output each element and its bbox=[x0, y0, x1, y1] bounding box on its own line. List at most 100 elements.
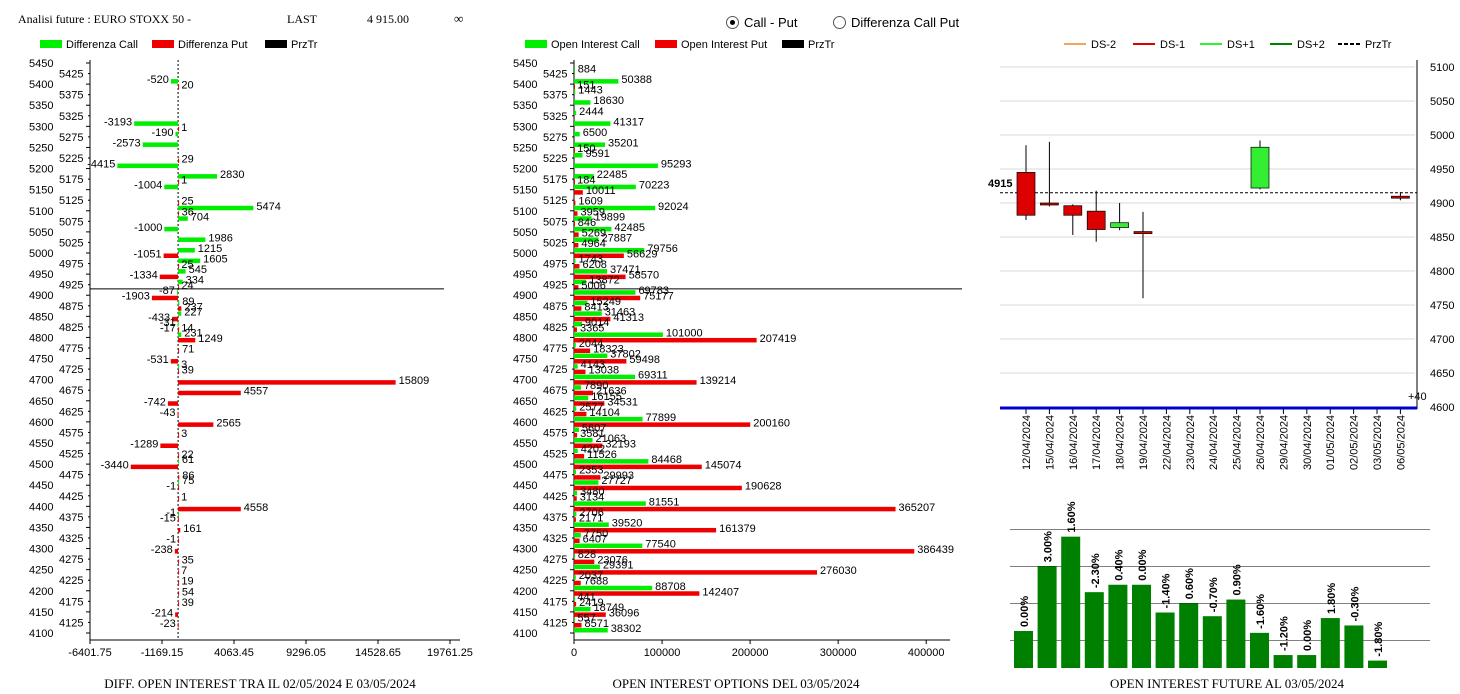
bar-value-label: 16155 bbox=[591, 391, 622, 403]
bar bbox=[1202, 616, 1222, 668]
bar-value-label: 9014 bbox=[585, 317, 609, 329]
bar-value-label: 1743 bbox=[579, 254, 603, 266]
bar-value-label: 3134 bbox=[580, 491, 604, 503]
chart-caption: OPEN INTEREST OPTIONS DEL 03/05/2024 bbox=[613, 676, 861, 691]
bar-value-label: 19 bbox=[181, 576, 193, 588]
bar-value-label: 150 bbox=[577, 143, 595, 155]
bar-value-label: 69311 bbox=[638, 370, 668, 382]
bar-value-label: -520 bbox=[147, 74, 169, 86]
bar-put bbox=[574, 242, 579, 248]
bar-value-label: -15 bbox=[160, 512, 176, 524]
bar-call bbox=[574, 110, 577, 116]
bar-value-label: 77540 bbox=[645, 539, 676, 551]
bar-put bbox=[178, 538, 180, 543]
bar-call bbox=[574, 385, 581, 390]
bar-value-label: 3 bbox=[181, 359, 187, 371]
bar-value-label: 34531 bbox=[607, 396, 638, 408]
bar-put bbox=[574, 232, 579, 237]
y-tick-label: 4675 bbox=[543, 385, 567, 397]
bar-put bbox=[163, 253, 179, 258]
toolbar-header: Analisi future : EURO STOXX 50 - LAST 4 … bbox=[0, 0, 1460, 34]
bar-value-label: 3480 bbox=[580, 486, 604, 498]
bar-put bbox=[574, 190, 583, 195]
bar-put bbox=[574, 348, 591, 353]
x-tick-label: 9296.05 bbox=[286, 647, 326, 659]
bar-value-label: 3959 bbox=[580, 206, 604, 218]
bar-put bbox=[574, 369, 586, 375]
bar-value-label: 15249 bbox=[590, 296, 621, 308]
radio-diff-label: Differenza Call Put bbox=[851, 15, 960, 30]
y-tick-label: 5175 bbox=[59, 174, 83, 186]
y-tick-label: 5050 bbox=[29, 227, 53, 239]
bar-value-label: 207419 bbox=[760, 333, 797, 345]
y-tick-label: 5000 bbox=[29, 248, 53, 260]
bar-value-label: -1 bbox=[166, 534, 176, 546]
bar-value-label: 15809 bbox=[399, 375, 430, 387]
y-tick-label: 4350 bbox=[29, 522, 53, 534]
y-tick-label: 5100 bbox=[29, 206, 53, 218]
legend-swatch-price bbox=[782, 40, 804, 48]
bar-value-label: 10011 bbox=[586, 185, 616, 197]
bar-call bbox=[574, 480, 599, 485]
bar-put bbox=[574, 200, 576, 206]
bar-value-label: 5474 bbox=[256, 201, 280, 213]
bar-value-label: 7750 bbox=[584, 528, 608, 540]
y-tick-label: 4275 bbox=[59, 554, 83, 566]
bar-call bbox=[178, 311, 182, 316]
bar-put bbox=[574, 549, 915, 554]
bar-put bbox=[574, 401, 605, 406]
x-tick-label: 30/04/2024 bbox=[1302, 415, 1314, 470]
bar-put bbox=[574, 253, 624, 258]
y-tick-label: 4600 bbox=[513, 417, 537, 429]
bar-call bbox=[574, 321, 582, 327]
x-tick-label: 17/04/2024 bbox=[1091, 415, 1103, 470]
radio-unchecked-icon[interactable] bbox=[833, 16, 846, 29]
bar bbox=[1297, 655, 1317, 668]
y-tick-label: 4150 bbox=[29, 607, 53, 619]
x-tick-label: 06/05/2024 bbox=[1395, 415, 1407, 470]
bar-call bbox=[117, 163, 179, 169]
bar-call bbox=[177, 321, 179, 327]
bar bbox=[1037, 566, 1057, 668]
bar-value-label: 1 bbox=[181, 491, 187, 503]
y-tick-label: 4500 bbox=[29, 459, 53, 471]
y-tick-label: 4425 bbox=[543, 491, 567, 503]
bar-value-label: 884 bbox=[578, 64, 596, 76]
bar-value-label: 88708 bbox=[655, 581, 686, 593]
radio-call-put[interactable]: Call - Put bbox=[726, 15, 797, 30]
bar-put bbox=[574, 475, 601, 480]
bar-value-label: 41313 bbox=[613, 312, 644, 324]
bar-value-label: -2573 bbox=[113, 137, 141, 149]
bar-value-label: 75177 bbox=[643, 291, 674, 303]
bar-put bbox=[178, 369, 180, 375]
radio-checked-icon[interactable] bbox=[726, 16, 739, 29]
x-tick-label: -6401.75 bbox=[68, 647, 111, 659]
y-tick-label: 4250 bbox=[29, 565, 53, 577]
radio-diff-call-put[interactable]: Differenza Call Put bbox=[833, 15, 959, 30]
candle-body bbox=[1250, 146, 1270, 189]
bar-put bbox=[177, 411, 179, 417]
bar-value-label: 2565 bbox=[216, 417, 240, 429]
bar-value-label: 3581 bbox=[580, 428, 604, 440]
bar-call bbox=[574, 184, 636, 190]
bar-call bbox=[574, 68, 575, 74]
y-tick-label: 4950 bbox=[29, 269, 53, 281]
bar-call bbox=[574, 522, 609, 527]
bar-value-label: 19899 bbox=[595, 211, 626, 223]
bar-call bbox=[574, 290, 636, 295]
bar-value-label: -17 bbox=[160, 322, 176, 334]
x-tick-label: 14528.65 bbox=[355, 647, 401, 659]
bar-value-label: 1215 bbox=[198, 243, 222, 255]
bar-put bbox=[130, 464, 179, 470]
bar-call bbox=[574, 606, 591, 612]
bar-value-label: 39 bbox=[182, 365, 194, 377]
y-tick-label: 5400 bbox=[29, 79, 53, 91]
legend-swatch-price bbox=[265, 40, 287, 48]
bar-put bbox=[574, 327, 577, 332]
bar-call bbox=[574, 374, 636, 380]
legend-label-ds-plus2: DS+2 bbox=[1297, 39, 1325, 51]
open-interest-options-chart: Open Interest Call Open Interest Put PrzTr… bbox=[513, 39, 962, 691]
bar-value-label: 334 bbox=[186, 275, 204, 287]
y-tick-label: 4625 bbox=[543, 406, 567, 418]
bar-call bbox=[574, 585, 653, 591]
